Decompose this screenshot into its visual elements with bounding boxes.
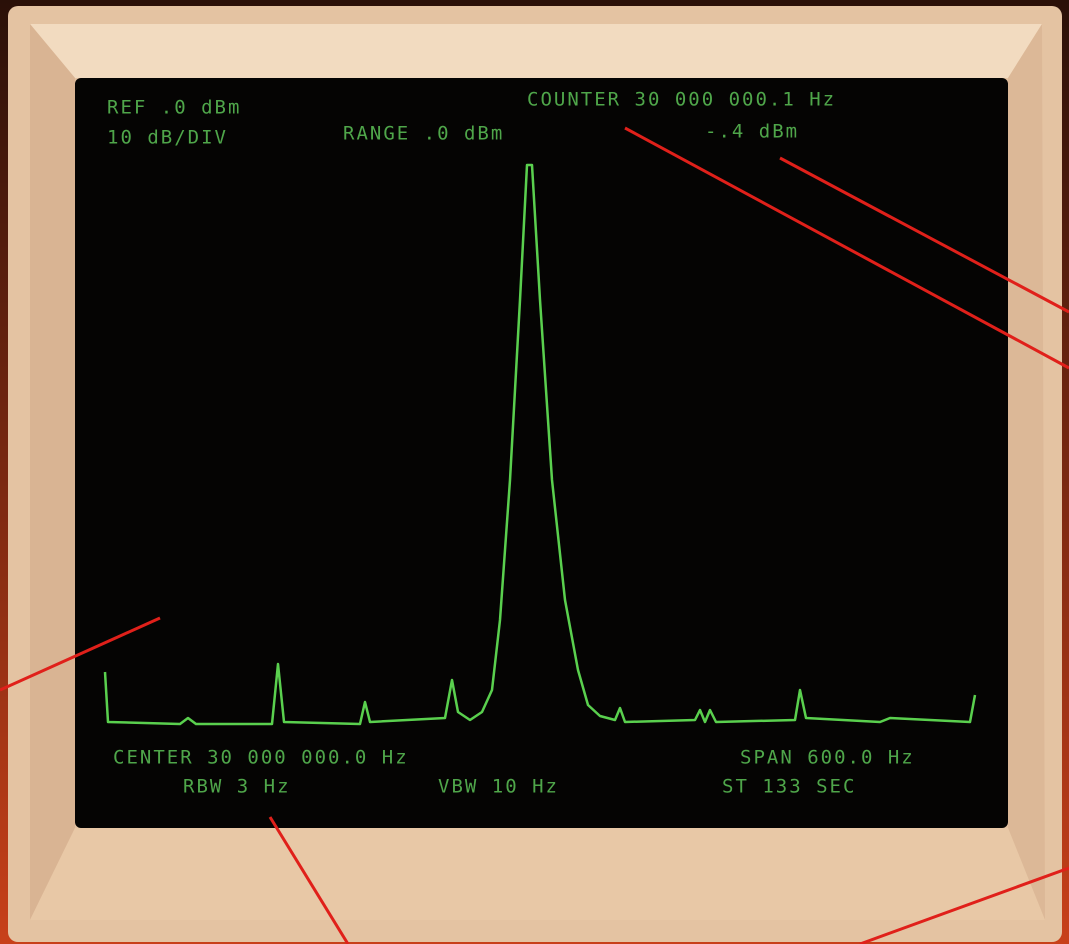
bezel-top <box>30 24 1042 78</box>
analyzer-photo: REF .0 dBm 10 dB/DIV RANGE .0 dBm COUNTE… <box>0 0 1069 944</box>
screen <box>75 78 1008 828</box>
ref-level: REF .0 dBm <box>107 97 241 119</box>
bezel-bottom <box>30 828 1045 920</box>
bezel-right <box>1008 24 1045 920</box>
scale: 10 dB/DIV <box>107 127 228 149</box>
page: REF .0 dBm 10 dB/DIV RANGE .0 dBm COUNTE… <box>0 0 1069 944</box>
center-frequency: CENTER 30 000 000.0 Hz <box>113 747 409 769</box>
span: SPAN 600.0 Hz <box>740 747 915 769</box>
counter-frequency: COUNTER 30 000 000.1 Hz <box>527 89 836 111</box>
sweep-time: ST 133 SEC <box>722 776 856 798</box>
rbw: RBW 3 Hz <box>183 776 291 798</box>
range: RANGE .0 dBm <box>343 123 504 145</box>
vbw: VBW 10 Hz <box>438 776 559 798</box>
bezel-left <box>30 24 75 920</box>
counter-level: -.4 dBm <box>705 121 799 143</box>
